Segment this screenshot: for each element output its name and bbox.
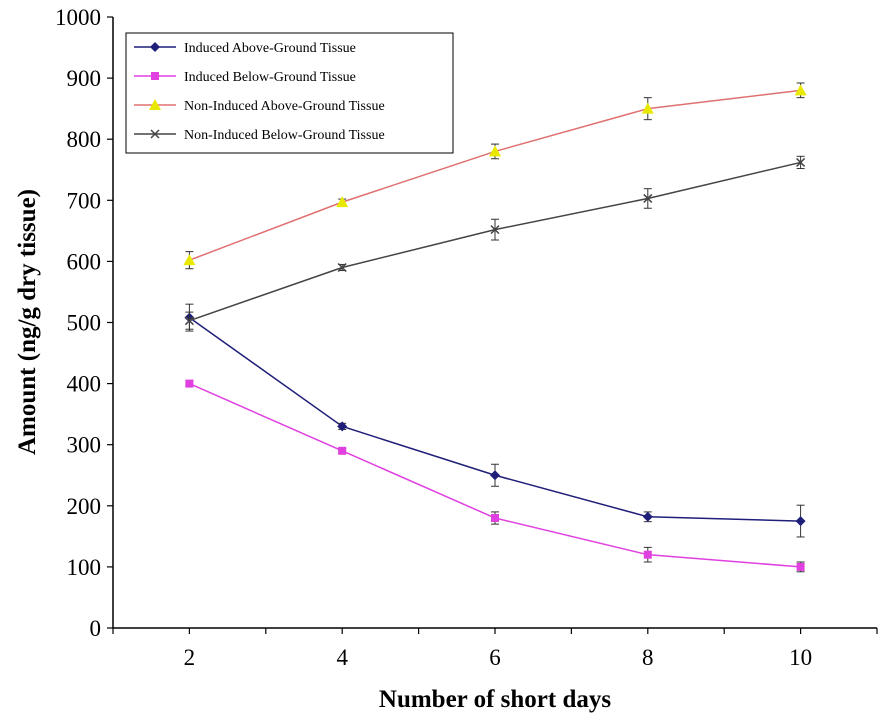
legend-marker: [149, 99, 161, 110]
data-point: [490, 470, 500, 481]
legend: Induced Above-Ground Tissue Induced Below…: [125, 32, 454, 154]
legend-marker: [150, 129, 160, 139]
x-tick-label: 4: [336, 645, 348, 670]
series-layer: [183, 82, 807, 573]
data-point: [795, 516, 806, 527]
y-axis-title: Amount (ng/g dry tissue): [14, 189, 41, 455]
data-point: [336, 196, 349, 208]
legend-entry: Non-Induced Above-Ground Tissue: [134, 99, 385, 114]
data-point: [643, 550, 652, 559]
legend-box: [125, 32, 454, 154]
y-tick-label: 500: [67, 311, 102, 336]
data-point: [796, 157, 806, 167]
x-tick-label: 6: [489, 645, 501, 670]
x-tick-label: 2: [184, 645, 196, 670]
data-point: [184, 316, 194, 326]
data-point: [641, 102, 654, 114]
series-line: [189, 161, 801, 322]
data-point: [643, 193, 653, 203]
legend-marker: [150, 42, 160, 52]
y-tick-label: 700: [67, 188, 102, 213]
data-point: [183, 254, 196, 266]
y-tick-label: 1000: [55, 5, 101, 30]
series-line: [188, 317, 801, 522]
legend-label: Non-Induced Above-Ground Tissue: [184, 99, 385, 114]
y-tick-label: 0: [90, 616, 102, 641]
x-axis-title: Number of short days: [379, 686, 611, 713]
y-tick-label: 300: [67, 433, 102, 458]
data-point: [491, 514, 499, 523]
legend-label: Induced Above-Ground Tissue: [184, 41, 356, 56]
legend-label: Induced Below-Ground Tissue: [184, 70, 356, 85]
legend-marker: [151, 72, 159, 80]
y-tick-label: 800: [67, 127, 102, 152]
legend-entry: Non-Induced Below-Ground Tissue: [134, 128, 385, 143]
series-4: [184, 155, 806, 330]
x-tick-label: 8: [642, 645, 654, 670]
series-2: [185, 379, 805, 573]
y-tick-label: 100: [67, 555, 102, 580]
y-tick-label: 400: [67, 372, 102, 397]
series-1: [184, 303, 806, 538]
y-tick-label: 600: [67, 249, 102, 274]
x-tick-label: 10: [789, 645, 812, 670]
legend-entry: Induced Above-Ground Tissue: [134, 41, 356, 56]
data-point: [338, 446, 347, 455]
tick-layer: 0 100 200 300 400 500 600 700 800 900 1000 2 4 6 8 10: [55, 5, 878, 670]
data-point: [794, 84, 807, 96]
data-point: [185, 379, 194, 388]
axes: [112, 17, 877, 629]
data-point: [489, 145, 501, 157]
y-tick-label: 900: [67, 66, 102, 91]
legend-label: Non-Induced Below-Ground Tissue: [184, 128, 385, 143]
series-3: [183, 82, 807, 270]
legend-entry: Induced Below-Ground Tissue: [134, 70, 356, 85]
data-point: [337, 262, 347, 273]
data-point: [796, 562, 805, 571]
data-point: [490, 225, 500, 235]
data-point: [337, 421, 348, 432]
y-tick-label: 200: [67, 494, 102, 519]
data-point: [642, 511, 653, 522]
